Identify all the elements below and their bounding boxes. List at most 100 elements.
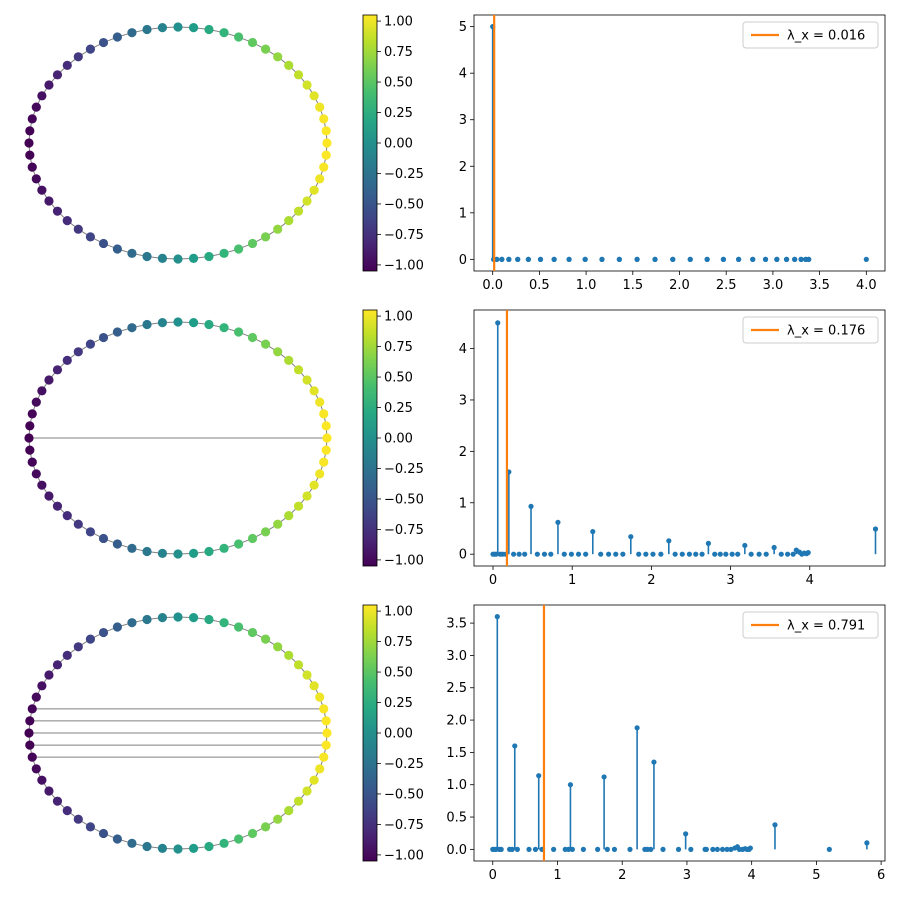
stem-marker	[551, 846, 557, 852]
graph-node	[247, 238, 258, 249]
stem-marker	[510, 551, 517, 557]
x-tick-label: 3	[726, 573, 734, 588]
graph-node	[234, 244, 244, 254]
stem-marker	[616, 256, 622, 262]
stem-marker	[499, 256, 505, 262]
stem-marker	[506, 256, 512, 262]
stem-marker	[750, 256, 756, 262]
stem-marker	[536, 773, 542, 779]
graph-node	[319, 752, 329, 762]
graph-node	[37, 681, 47, 691]
graph-node	[24, 138, 34, 148]
graph-node	[319, 457, 329, 467]
graph-node	[31, 692, 41, 702]
graph-node	[44, 196, 54, 206]
stem-marker	[762, 256, 769, 262]
stem-marker	[719, 846, 726, 852]
colorbar-gradient	[362, 14, 378, 272]
graph-node	[112, 834, 122, 844]
stem-marker	[806, 256, 812, 262]
graph-node	[260, 44, 271, 54]
stem-marker	[516, 551, 522, 557]
colorbar-gradient	[362, 309, 378, 567]
graph-node	[112, 622, 122, 632]
graph-node	[27, 162, 37, 172]
graph-node	[52, 206, 63, 216]
stem-marker	[778, 551, 784, 557]
y-tick-label: 2	[459, 160, 467, 175]
graph-node	[273, 814, 283, 824]
graph-node	[37, 775, 47, 785]
graph-node	[31, 397, 41, 407]
graph-node	[234, 327, 244, 337]
stem-marker	[652, 256, 658, 262]
graph-node	[73, 519, 83, 529]
graph-node	[73, 347, 83, 357]
stem-marker	[705, 540, 712, 546]
graph-node	[85, 44, 96, 54]
plot-frame	[473, 14, 886, 272]
graph-node	[219, 323, 229, 333]
graph-node	[142, 546, 152, 557]
stem-marker	[526, 846, 532, 852]
graph-node	[157, 548, 168, 558]
legend-box	[742, 611, 879, 639]
graph-node	[260, 232, 271, 242]
y-tick-label: 1	[459, 496, 467, 511]
graph-node	[127, 543, 137, 553]
graph-node	[188, 548, 199, 558]
graph-node	[173, 549, 183, 559]
stem-marker	[736, 256, 742, 262]
graph-node	[204, 251, 214, 262]
graph-node	[157, 843, 168, 853]
graph-node	[302, 491, 312, 501]
stem-marker	[498, 846, 504, 852]
stem-marker	[790, 551, 796, 557]
stem-marker	[634, 256, 640, 262]
graph-node	[25, 150, 35, 160]
stem-marker	[613, 551, 619, 557]
graph-node	[204, 546, 214, 557]
graph-node	[315, 764, 325, 774]
stem-marker	[704, 256, 710, 262]
stem-marker	[724, 846, 730, 852]
stem-marker	[636, 551, 642, 557]
x-tick-label: 2.5	[716, 278, 737, 293]
y-tick-label: 4	[459, 67, 467, 82]
graph-node	[309, 681, 319, 691]
graph-node	[37, 386, 47, 396]
y-tick-label: 3	[459, 113, 467, 128]
stem-marker	[712, 551, 718, 557]
stem-marker	[666, 538, 672, 544]
stem-marker	[687, 256, 693, 262]
graph-node	[173, 317, 183, 327]
graph-node	[98, 37, 109, 48]
graph-node	[85, 822, 96, 832]
legend-label: λ_x = 0.016	[787, 29, 865, 44]
stem-marker	[735, 551, 741, 557]
graph-node	[25, 421, 35, 431]
graph-node	[322, 138, 332, 148]
x-tick-label: 3.0	[763, 278, 784, 293]
stem-marker	[792, 256, 798, 262]
graph-node	[315, 102, 325, 112]
colorbar-tick-label: −0.50	[384, 492, 424, 507]
stem-marker	[675, 846, 682, 852]
colorbar-tick-label: 0.00	[384, 432, 413, 447]
colorbar-tick-label: −0.75	[384, 818, 424, 833]
x-tick-label: 0.5	[529, 278, 550, 293]
graph-node	[315, 174, 325, 184]
y-tick-label: 2.5	[446, 681, 467, 696]
stem-marker	[566, 256, 572, 262]
graph-node	[219, 28, 229, 38]
graph-node	[112, 244, 122, 254]
colorbar-1: 1.00 0.75 0.50 0.25 0.00 −0.25 −0.50 −0.75 −1.00	[362, 14, 424, 273]
colorbar-tick-label: 0.50	[384, 76, 413, 91]
colorbar-tick-label: 1.00	[384, 15, 413, 30]
graph-node	[321, 126, 331, 136]
colorbar-tick-label: 0.25	[384, 696, 413, 711]
graph-node	[52, 70, 63, 80]
graph-node	[44, 375, 54, 385]
stem-marker	[590, 528, 596, 535]
x-tick-label: 0.0	[482, 278, 503, 293]
